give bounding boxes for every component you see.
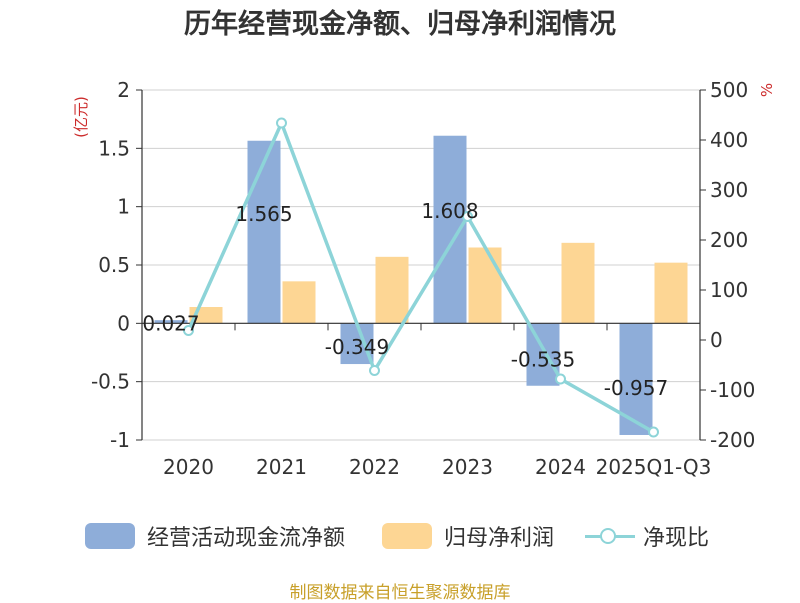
right-axis-unit: %	[758, 83, 776, 97]
left-tick-label: 1.5	[98, 136, 130, 160]
cash-flow-data-label: -0.349	[325, 335, 389, 359]
x-tick-label: 2021	[256, 455, 307, 479]
cash-flow-bars	[154, 135, 653, 435]
cash-flow-bar	[526, 323, 560, 386]
ratio-point	[555, 373, 566, 385]
cash-flow-bar	[154, 320, 188, 324]
left-tick-label: -1	[110, 428, 130, 452]
right-tick-label: 200	[710, 228, 748, 252]
net-profit-bar	[561, 242, 595, 324]
net-profit-bar	[654, 262, 688, 324]
ratio-point	[648, 426, 659, 438]
legend-item-ratio: 净现比	[585, 516, 709, 556]
legend-label-ratio: 净现比	[643, 526, 710, 551]
x-tick-label: 2023	[442, 455, 493, 479]
right-tick-label: -100	[710, 378, 755, 402]
cash-flow-data-label: -0.957	[604, 376, 668, 400]
left-tick-label: 0	[117, 311, 130, 335]
ratio-point	[369, 365, 380, 376]
right-tick-label: 400	[710, 128, 748, 152]
left-tick-label: 0.5	[98, 253, 130, 277]
legend-label-net-profit: 归母净利润	[444, 526, 555, 551]
data-labels: 0.027 1.565 -0.349 1.608 -0.535 -0.957	[142, 199, 668, 400]
x-tick-label: 2020	[163, 455, 214, 479]
ratio-point	[462, 211, 473, 222]
cash-flow-data-label: -0.535	[511, 348, 575, 372]
right-tick-label: 500	[710, 78, 748, 102]
cash-flow-data-label: 0.027	[142, 311, 199, 335]
legend-swatch-ratio	[585, 523, 635, 549]
axes: -1 -0.5 0 0.5 1 1.5 2 -200 -100 0 100 200 300 400 500 2…	[91, 78, 755, 479]
net-profit-bars	[189, 242, 688, 324]
legend-swatch-net-profit	[382, 523, 432, 549]
x-tick-label: 2022	[349, 455, 400, 479]
net-profit-bar	[375, 256, 409, 324]
legend-swatch-cash-flow	[85, 523, 135, 549]
left-axis-unit: (亿元)	[72, 96, 90, 138]
left-tick-label: 1	[117, 195, 130, 219]
cash-flow-data-label: 1.608	[421, 199, 478, 223]
x-tick-label: 2024	[535, 455, 586, 479]
ratio-line	[186, 121, 655, 434]
chart-title: 历年经营现金净额、归母净利润情况	[184, 9, 616, 40]
left-tick-label: -0.5	[91, 370, 130, 394]
net-profit-bar	[282, 281, 316, 324]
right-tick-label: 300	[710, 178, 748, 202]
left-tick-label: 2	[117, 78, 130, 102]
ratio-line-series	[183, 117, 659, 438]
ratio-point	[276, 117, 287, 129]
legend: 经营活动现金流净额 归母净利润 净现比	[0, 516, 800, 556]
right-tick-label: 100	[710, 278, 748, 302]
x-tick-label: 2025Q1-Q3	[596, 455, 712, 479]
legend-label-cash-flow: 经营活动现金流净额	[147, 526, 346, 551]
cash-flow-data-label: 1.565	[235, 202, 292, 226]
source-note: 制图数据来自恒生聚源数据库	[289, 583, 511, 603]
legend-item-cash-flow: 经营活动现金流净额	[85, 516, 345, 556]
cash-flow-bar	[247, 140, 281, 324]
ratio-point	[183, 325, 194, 336]
legend-item-net-profit: 归母净利润	[382, 516, 554, 556]
net-profit-bar	[468, 247, 502, 324]
right-tick-label: 0	[710, 328, 723, 352]
right-tick-label: -200	[710, 428, 755, 452]
